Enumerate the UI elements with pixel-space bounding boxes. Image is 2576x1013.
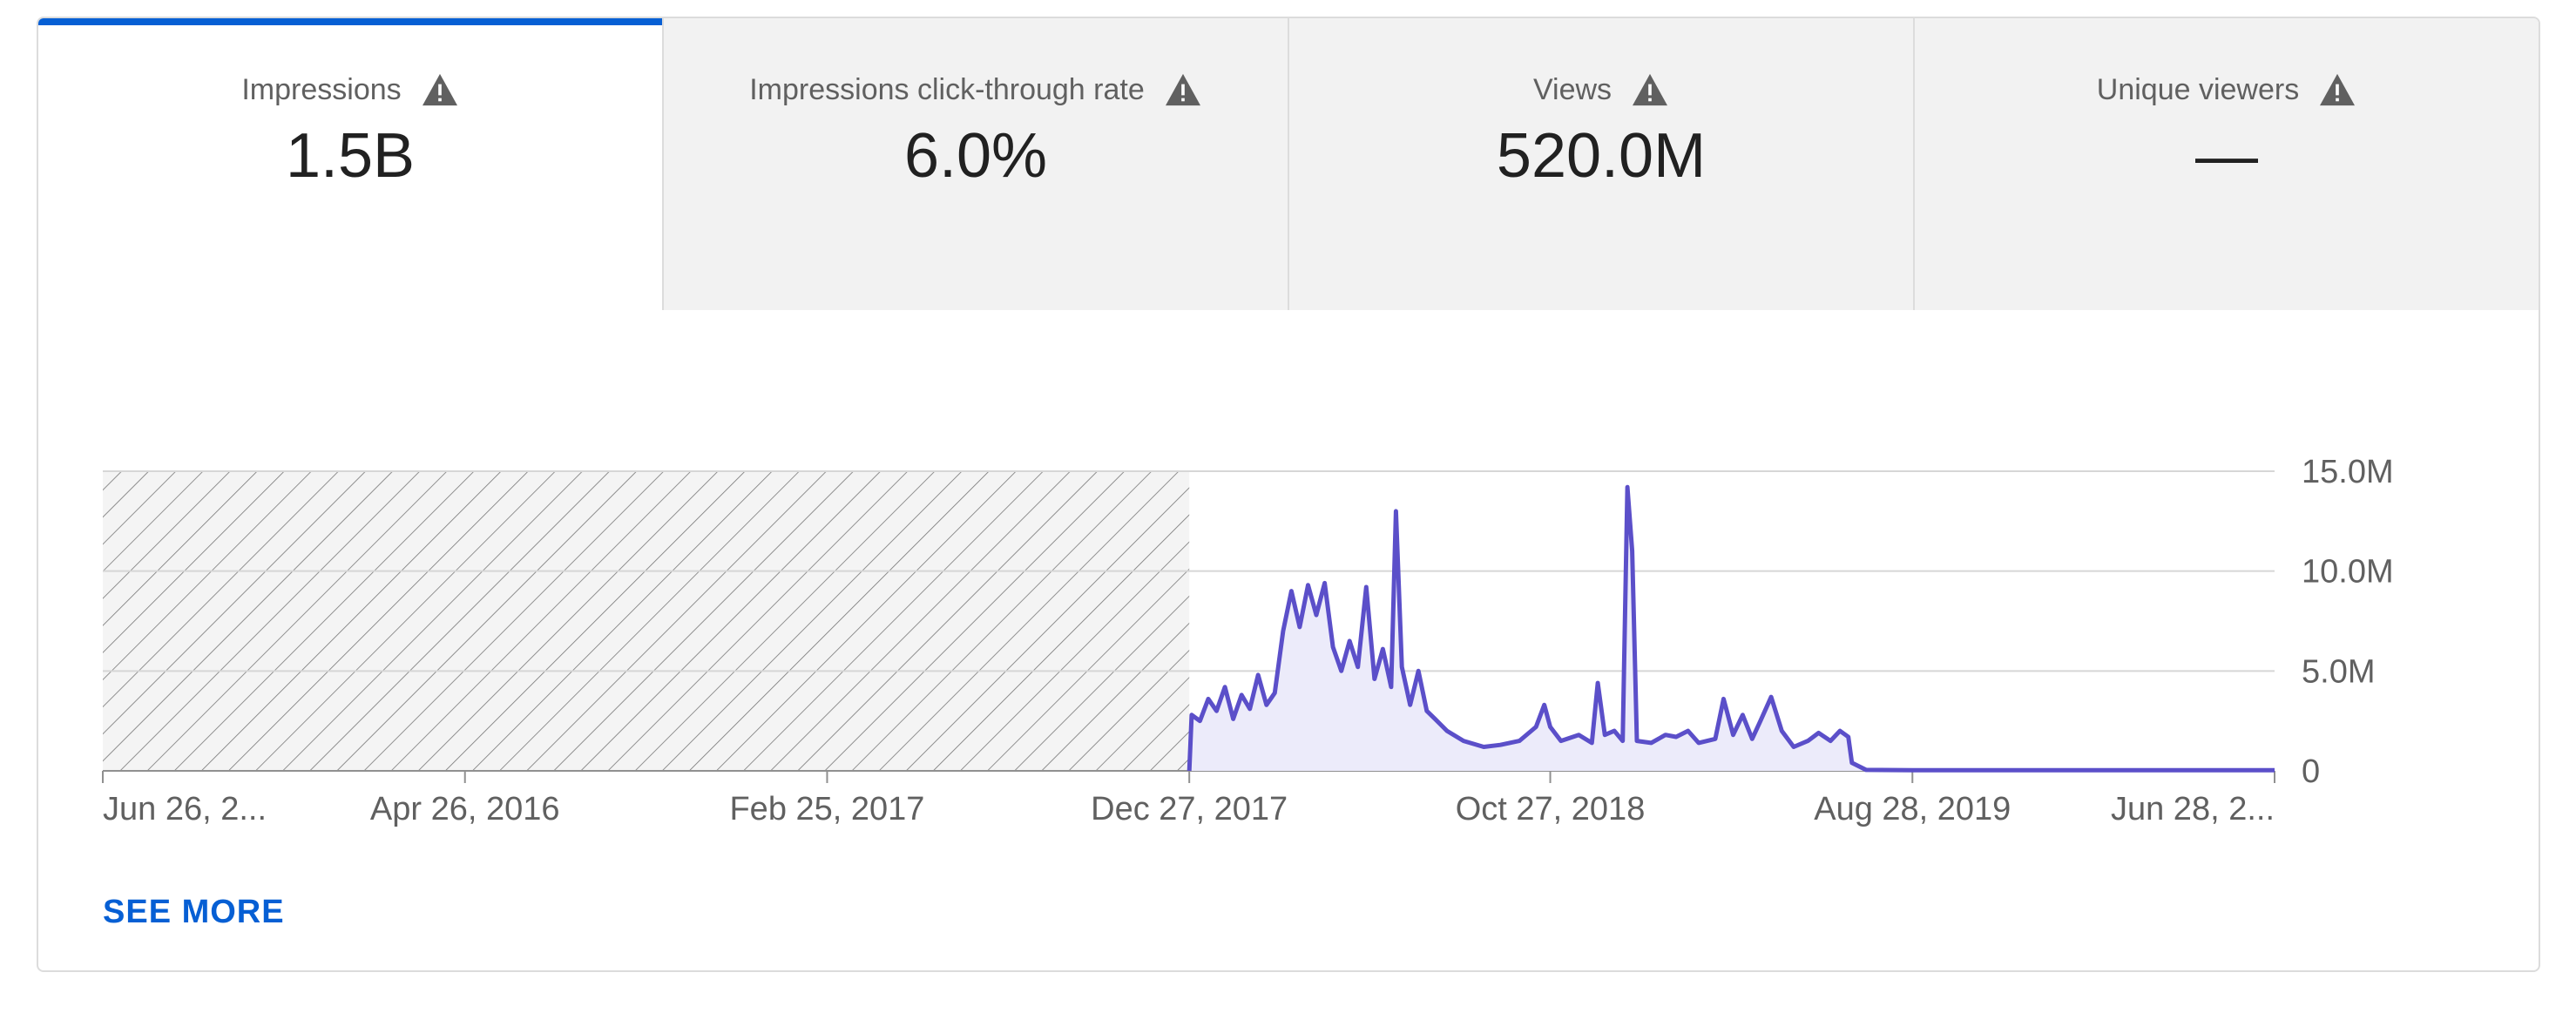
y-tick-label: 0: [2302, 753, 2320, 790]
tab-value: 1.5B: [285, 121, 416, 191]
tab-impressions-ctr[interactable]: Impressions click-through rate 6.0%: [662, 18, 1288, 310]
warning-icon[interactable]: [2318, 72, 2356, 107]
series-area: [1189, 487, 2275, 771]
x-tick-label: Oct 27, 2018: [1456, 791, 1646, 827]
warning-icon[interactable]: [421, 72, 459, 107]
see-more-link[interactable]: SEE MORE: [103, 894, 285, 930]
tab-label: Impressions click-through rate: [749, 72, 1145, 106]
metric-tabs: Impressions 1.5B Impressions click-throu…: [38, 18, 2539, 310]
x-tick-label: Apr 26, 2016: [370, 791, 560, 827]
y-tick-label: 10.0M: [2302, 554, 2394, 591]
tab-label-row: Views: [1289, 72, 1913, 107]
x-tick-label: Feb 25, 2017: [729, 791, 924, 827]
impressions-chart: 15.0M 10.0M 5.0M 0 Jun 26, 2... Apr 26, 2016 F…: [38, 310, 2539, 920]
no-data-region: [103, 471, 1190, 771]
x-tick-label: Dec 27, 2017: [1091, 791, 1288, 827]
chart-svg: 15.0M 10.0M 5.0M 0 Jun 26, 2... Apr 26, 2016 F…: [102, 454, 2394, 827]
series-line: [1187, 484, 2275, 773]
tab-label-row: Impressions click-through rate: [664, 72, 1288, 107]
tab-value: —: [2195, 121, 2258, 191]
x-tick-label: Jun 26, 2...: [103, 791, 267, 827]
tab-impressions[interactable]: Impressions 1.5B: [38, 18, 662, 310]
tab-label-row: Unique viewers: [1915, 72, 2539, 107]
metrics-card: Impressions 1.5B Impressions click-throu…: [37, 17, 2540, 972]
tab-value: 520.0M: [1496, 121, 1707, 191]
y-tick-label: 5.0M: [2302, 653, 2375, 690]
tab-label: Impressions: [241, 72, 402, 106]
x-tick-label: Aug 28, 2019: [1814, 791, 2011, 827]
warning-icon[interactable]: [1164, 72, 1202, 107]
x-tick-label: Jun 28, 2...: [2111, 791, 2275, 827]
tab-label: Views: [1532, 72, 1613, 106]
tab-unique-viewers[interactable]: Unique viewers —: [1913, 18, 2539, 310]
tab-label: Unique viewers: [2096, 72, 2300, 106]
y-tick-label: 15.0M: [2302, 454, 2394, 490]
tab-value: 6.0%: [903, 121, 1048, 191]
warning-icon[interactable]: [1631, 72, 1669, 107]
tab-views[interactable]: Views 520.0M: [1288, 18, 1913, 310]
tab-label-row: Impressions: [38, 72, 662, 107]
